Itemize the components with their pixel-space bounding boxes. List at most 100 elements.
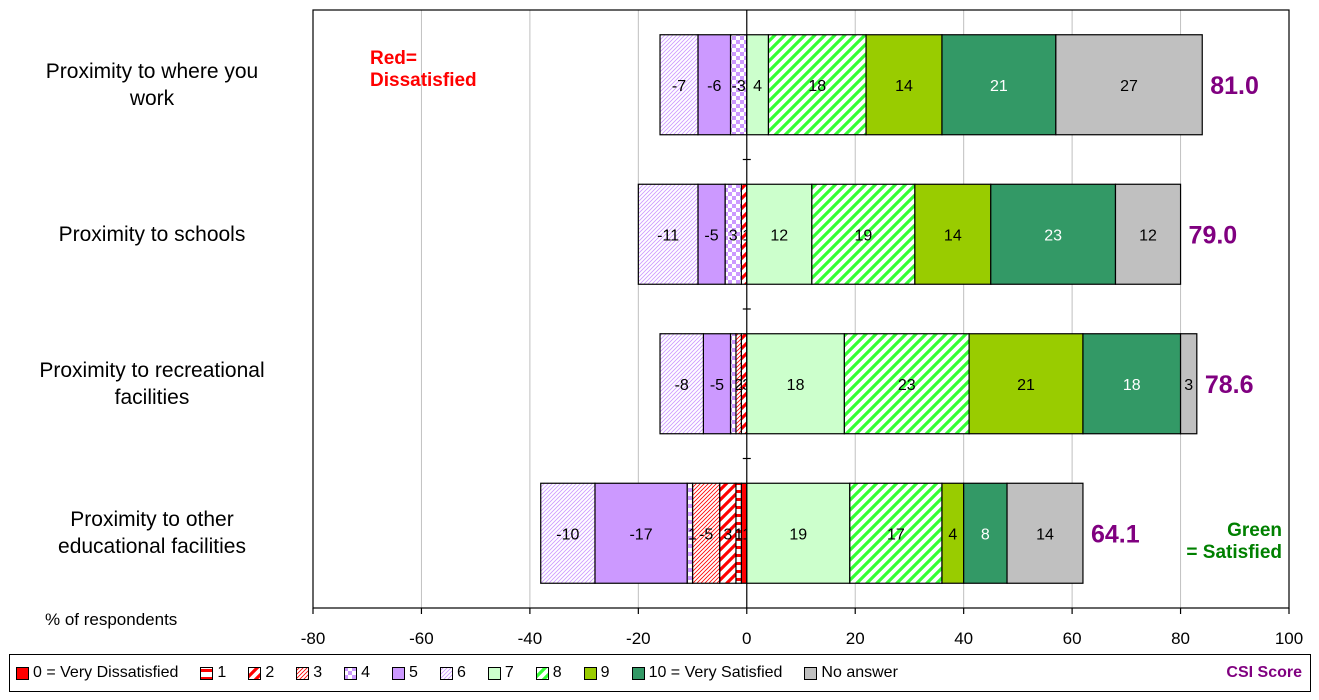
legend-label: 6 xyxy=(456,664,466,681)
bar-segment xyxy=(811,183,916,285)
data-label: 8 xyxy=(981,526,990,543)
legend-label: 9 xyxy=(600,664,610,681)
data-label: -11 xyxy=(657,227,679,244)
bar-segment xyxy=(990,183,1117,285)
bar-segment xyxy=(594,482,688,584)
data-label: 12 xyxy=(770,227,788,244)
bar-segment xyxy=(659,333,704,435)
x-tick-label: 60 xyxy=(1063,629,1082,648)
bar-segment xyxy=(1114,183,1182,285)
x-axis-label: % of respondents xyxy=(45,610,178,629)
category-label: Proximity to recreational facilities xyxy=(0,357,304,411)
satisfied-note: Green = Satisfied xyxy=(1142,520,1282,564)
data-label: -5 xyxy=(710,377,724,394)
x-tick-label: -60 xyxy=(409,629,434,648)
data-label: 12 xyxy=(1139,227,1157,244)
legend-item: 0 = Very Dissatisfied xyxy=(16,664,178,682)
data-label: 21 xyxy=(1017,377,1035,394)
x-tick-label: -80 xyxy=(301,629,326,648)
legend-label: 7 xyxy=(504,664,514,681)
bar-segment xyxy=(1055,34,1203,136)
x-tick-label: 20 xyxy=(846,629,865,648)
csi-score: 64.1 xyxy=(1091,520,1140,548)
data-label: 2 xyxy=(734,377,743,394)
bar-segment xyxy=(697,183,726,285)
legend-item: 6 xyxy=(439,664,466,682)
data-label: 23 xyxy=(898,377,916,394)
bar-segment xyxy=(914,183,992,285)
legend-swatch xyxy=(248,666,262,680)
csi-scores: 81.0 79.0 78.6 64.1 xyxy=(1091,72,1259,549)
legend-item: 1 xyxy=(200,664,226,682)
data-label: -5 xyxy=(704,227,718,244)
data-label: 19 xyxy=(854,227,872,244)
category-label: Proximity to schools xyxy=(0,221,304,248)
legend-item: 8 xyxy=(535,664,562,682)
csi-score: 79.0 xyxy=(1189,221,1238,249)
legend-swatch xyxy=(487,666,501,680)
csi-score: 78.6 xyxy=(1205,371,1254,399)
data-label: 27 xyxy=(1120,78,1138,95)
legend-swatch xyxy=(804,666,818,680)
legend-swatch xyxy=(535,666,549,680)
bar-segment xyxy=(1179,333,1198,435)
category-label-line: Proximity to other xyxy=(70,508,234,532)
data-label: 17 xyxy=(887,526,905,543)
data-label: 4 xyxy=(753,78,762,95)
bar-segment xyxy=(941,34,1057,136)
data-label: -3 xyxy=(732,78,746,95)
legend-item: 10 = Very Satisfied xyxy=(631,664,783,682)
data-label: -10 xyxy=(556,526,579,543)
legend-label: 8 xyxy=(552,664,562,681)
data-label: -8 xyxy=(675,377,689,394)
data-label: -7 xyxy=(672,78,686,95)
bar-segment xyxy=(637,183,699,285)
bar-segment xyxy=(702,333,732,435)
bar-segment xyxy=(746,333,845,435)
legend-label: 3 xyxy=(313,664,323,681)
bar-segment xyxy=(963,482,1008,584)
bar-segment xyxy=(697,34,732,136)
bar-segment xyxy=(746,183,813,285)
bar-segment xyxy=(691,482,721,584)
legend-label: No answer xyxy=(821,664,898,681)
csi-score: 81.0 xyxy=(1210,72,1259,100)
legend-label: 10 = Very Satisfied xyxy=(648,664,783,681)
legend-label: 5 xyxy=(409,664,418,681)
data-label: 3 xyxy=(723,526,732,543)
legend: 0 = Very Dissatisfied 1 2 3 4 5 6 7 8 9 10 = Very … xyxy=(9,654,1311,692)
x-tick-label: -40 xyxy=(518,629,543,648)
legend-swatch xyxy=(200,666,214,680)
data-label: 4 xyxy=(948,526,957,543)
dissatisfied-note: Red= Dissatisfied xyxy=(370,48,477,92)
legend-label: 4 xyxy=(361,664,371,681)
legend-item: 5 xyxy=(392,664,418,682)
legend-swatch xyxy=(392,666,406,680)
dissatisfied-note-line2: Dissatisfied xyxy=(370,70,477,91)
data-label: 14 xyxy=(1036,526,1054,543)
data-label: 3 xyxy=(729,227,738,244)
dissatisfied-note-line1: Red= xyxy=(370,48,417,69)
category-label-line: Proximity to schools xyxy=(58,222,246,246)
legend-item: 9 xyxy=(583,664,610,682)
x-tick-label: 40 xyxy=(954,629,973,648)
data-label: 21 xyxy=(990,78,1008,95)
legend-item: 4 xyxy=(344,664,370,682)
data-label: 14 xyxy=(944,227,962,244)
x-tick-label: 80 xyxy=(1171,629,1190,648)
category-label-line: Proximity to recreational xyxy=(39,358,265,382)
legend-swatch xyxy=(344,666,358,680)
legend-label: 2 xyxy=(265,664,275,681)
bar-segment xyxy=(1006,482,1084,584)
data-label: 14 xyxy=(895,78,913,95)
data-label: -17 xyxy=(629,526,652,543)
category-label: Proximity to other educational facilities xyxy=(0,506,304,560)
axes xyxy=(312,9,1290,609)
tick-labels: -80 -60 -40 -20 0 20 40 60 80 100 xyxy=(301,608,1303,648)
x-tick-label: -20 xyxy=(626,629,651,648)
category-label: Proximity to where you work xyxy=(0,58,304,112)
data-label: -6 xyxy=(707,78,721,95)
category-label-line: Proximity to where you xyxy=(45,59,259,83)
x-tick-label: 0 xyxy=(742,629,751,648)
